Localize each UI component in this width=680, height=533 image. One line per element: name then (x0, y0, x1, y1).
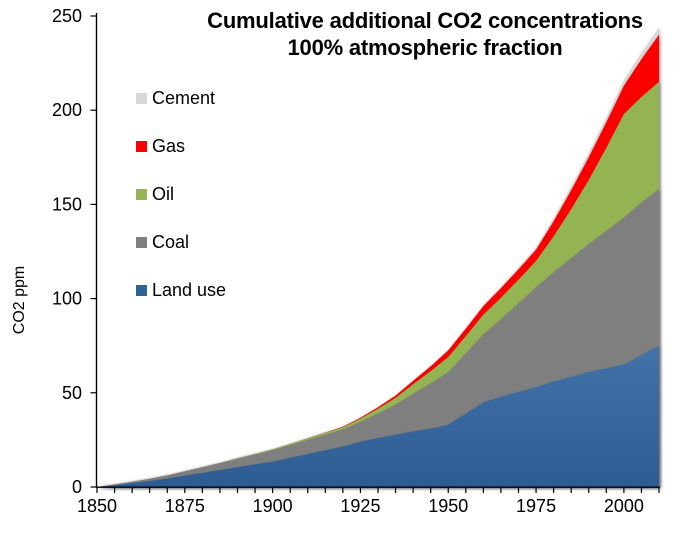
y-tick-label: 250 (52, 6, 82, 26)
chart-title-line2: 100% atmospheric fraction (287, 35, 563, 60)
land-use-swatch (136, 284, 147, 296)
axis-ticks (90, 15, 660, 493)
legend-label: Land use (152, 280, 227, 300)
y-tick-label: 100 (52, 289, 82, 309)
y-tick-label: 50 (62, 383, 82, 403)
x-tick-label: 1950 (428, 496, 468, 516)
legend-label: Cement (152, 88, 216, 108)
y-axis-title: CO2 ppm (11, 265, 28, 335)
chart-title: Cumulative additional CO2 concentrations… (160, 7, 680, 61)
x-tick-label: 1850 (77, 496, 117, 516)
x-tick-label: 1975 (516, 496, 556, 516)
chart-title-line1: Cumulative additional CO2 concentrations (207, 8, 643, 33)
legend-label: Oil (152, 184, 174, 204)
cement-swatch (136, 92, 147, 104)
y-tick-label: 150 (52, 194, 82, 214)
legend-item-oil: Oil (136, 183, 226, 205)
stacked-areas (97, 27, 659, 488)
legend-label: Gas (152, 136, 186, 156)
legend-item-cement: Cement (136, 87, 226, 109)
y-tick-label: 200 (52, 100, 82, 120)
area-land-use (97, 345, 659, 487)
legend-item-gas: Gas (136, 135, 226, 157)
legend-item-coal: Coal (136, 231, 226, 253)
x-tick-label: 2000 (604, 496, 644, 516)
x-tick-label: 1925 (340, 496, 380, 516)
coal-swatch (136, 236, 147, 248)
legend-item-land-use: Land use (136, 279, 226, 301)
legend-label: Coal (152, 232, 190, 252)
oil-swatch (136, 188, 147, 200)
x-tick-label: 1900 (253, 496, 293, 516)
axis-tick-labels: 0 50 100 150 200 250 1850 1875 1900 1925 1950 1975 2… (52, 6, 644, 516)
y-tick-label: 0 (72, 477, 82, 497)
x-tick-label: 1875 (165, 496, 205, 516)
legend: Cement Gas Oil Coal Land use (136, 87, 226, 327)
gas-swatch (136, 140, 147, 152)
